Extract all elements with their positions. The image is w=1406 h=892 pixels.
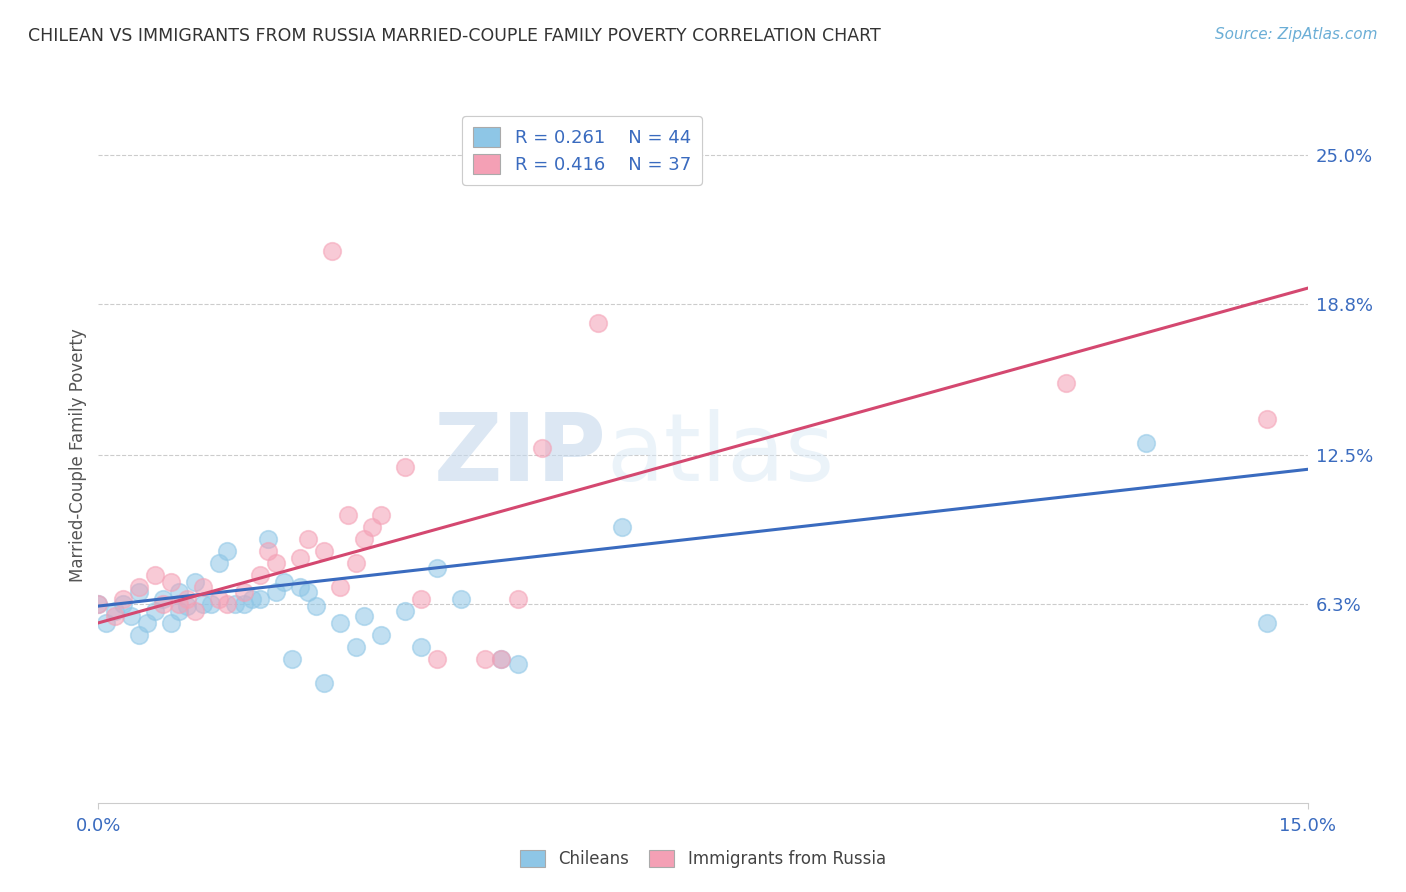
Point (409, 640, 432, 654)
Point (297, 532, 319, 546)
Text: Source: ZipAtlas.com: Source: ZipAtlas.com (1215, 27, 1378, 42)
Point (143, 604, 166, 618)
Point (426, 560, 449, 574)
Point (491, 652, 513, 666)
Legend: Chileans, Immigrants from Russia: Chileans, Immigrants from Russia (513, 843, 893, 875)
Point (200, 597, 222, 611)
Point (394, 604, 416, 618)
Point (288, 580, 311, 594)
Point (353, 608, 375, 623)
Point (184, 575, 207, 590)
Point (256, 544, 278, 558)
Point (1256, 412, 1278, 426)
Point (329, 615, 352, 630)
Point (409, 591, 432, 606)
Point (264, 556, 287, 570)
Point (217, 597, 239, 611)
Point (450, 591, 472, 606)
Point (344, 556, 367, 570)
Point (160, 575, 183, 590)
Point (128, 584, 150, 599)
Legend: R = 0.261    N = 44, R = 0.416    N = 37: R = 0.261 N = 44, R = 0.416 N = 37 (463, 116, 702, 185)
Point (506, 657, 529, 671)
Point (530, 441, 553, 455)
Y-axis label: Married-Couple Family Poverty: Married-Couple Family Poverty (69, 328, 87, 582)
Point (314, 544, 336, 558)
Point (87, 597, 110, 611)
Point (96, 615, 118, 630)
Point (232, 597, 254, 611)
Point (273, 575, 295, 590)
Point (297, 584, 319, 599)
Point (160, 615, 183, 630)
Point (152, 597, 174, 611)
Point (232, 584, 254, 599)
Point (87, 597, 110, 611)
Point (506, 591, 529, 606)
Point (305, 599, 328, 613)
Point (264, 584, 287, 599)
Point (120, 608, 142, 623)
Point (240, 591, 263, 606)
Point (135, 615, 157, 630)
Point (474, 652, 496, 666)
Point (586, 316, 609, 330)
Point (176, 599, 198, 613)
Point (152, 591, 174, 606)
Text: ZIP: ZIP (433, 409, 606, 501)
Point (394, 459, 416, 474)
Point (143, 567, 166, 582)
Point (176, 591, 198, 606)
Point (217, 544, 239, 558)
Point (426, 652, 449, 666)
Point (128, 628, 150, 642)
Point (353, 532, 375, 546)
Point (612, 520, 634, 534)
Point (249, 567, 271, 582)
Point (1135, 436, 1157, 450)
Point (337, 508, 360, 522)
Point (314, 676, 336, 690)
Point (1054, 376, 1077, 390)
Point (361, 520, 384, 534)
Point (256, 532, 278, 546)
Point (167, 604, 190, 618)
Point (249, 591, 271, 606)
Point (491, 652, 513, 666)
Point (321, 244, 343, 258)
Point (111, 591, 134, 606)
Point (111, 597, 134, 611)
Point (103, 608, 125, 623)
Point (193, 580, 215, 594)
Point (370, 508, 392, 522)
Point (329, 580, 352, 594)
Point (281, 652, 304, 666)
Point (167, 597, 190, 611)
Text: atlas: atlas (606, 409, 835, 501)
Point (103, 604, 125, 618)
Point (224, 597, 246, 611)
Text: CHILEAN VS IMMIGRANTS FROM RUSSIA MARRIED-COUPLE FAMILY POVERTY CORRELATION CHAR: CHILEAN VS IMMIGRANTS FROM RUSSIA MARRIE… (28, 27, 882, 45)
Point (370, 628, 392, 642)
Point (288, 551, 311, 566)
Point (184, 604, 207, 618)
Point (208, 591, 231, 606)
Point (167, 584, 190, 599)
Point (193, 597, 215, 611)
Point (128, 580, 150, 594)
Point (1256, 615, 1278, 630)
Point (344, 640, 367, 654)
Point (208, 556, 231, 570)
